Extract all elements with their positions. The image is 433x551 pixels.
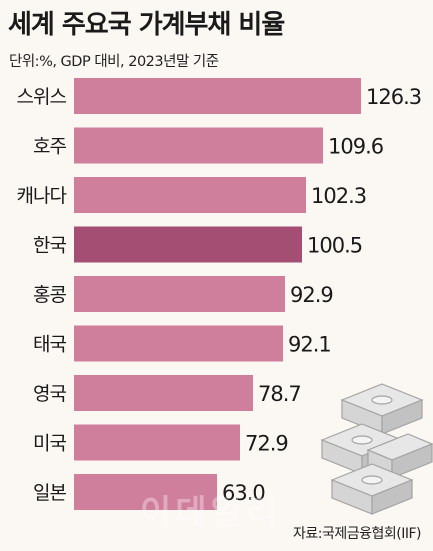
value-label: 126.3: [366, 85, 421, 109]
bar-8: [74, 474, 217, 510]
bar-3: [74, 226, 302, 263]
money-stack-icon: [320, 383, 433, 515]
source-note: 자료:국제금융협회(IIF): [293, 526, 422, 542]
category-label: 한국: [33, 235, 66, 257]
bar-1: [74, 127, 323, 164]
category-label: 미국: [33, 433, 66, 455]
category-label: 호주: [33, 136, 66, 158]
bar-4: [74, 276, 285, 312]
category-label: 태국: [33, 334, 66, 356]
category-label: 일본: [33, 482, 66, 504]
category-label: 스위스: [17, 86, 67, 108]
bar-2: [74, 177, 306, 213]
value-label: 92.9: [290, 283, 333, 307]
watermark: 이데일리: [140, 493, 282, 533]
value-label: 63.0: [222, 481, 265, 505]
category-label: 캐나다: [17, 185, 67, 207]
value-label: 102.3: [311, 184, 366, 208]
value-label: 109.6: [328, 135, 384, 159]
value-label: 72.9: [245, 432, 288, 456]
value-label: 100.5: [307, 234, 362, 258]
bar-0: [74, 78, 361, 114]
bar-5: [74, 325, 283, 362]
value-label: 92.1: [288, 333, 331, 357]
chart-subtitle: 단위:%, GDP 대비, 2023년말 기준: [9, 54, 219, 70]
value-label: 78.7: [258, 382, 301, 406]
bar-6: [74, 375, 253, 411]
category-label: 영국: [33, 383, 66, 405]
bars-group: 스위스 126.3 호주 109.6 캐나다 102.3 한국 100.5 홍콩 92.9 태국 92…: [17, 78, 422, 510]
category-label: 홍콩: [33, 284, 66, 306]
chart-title: 세계 주요국 가계부채 비율: [8, 10, 285, 40]
bar-7: [74, 424, 240, 461]
